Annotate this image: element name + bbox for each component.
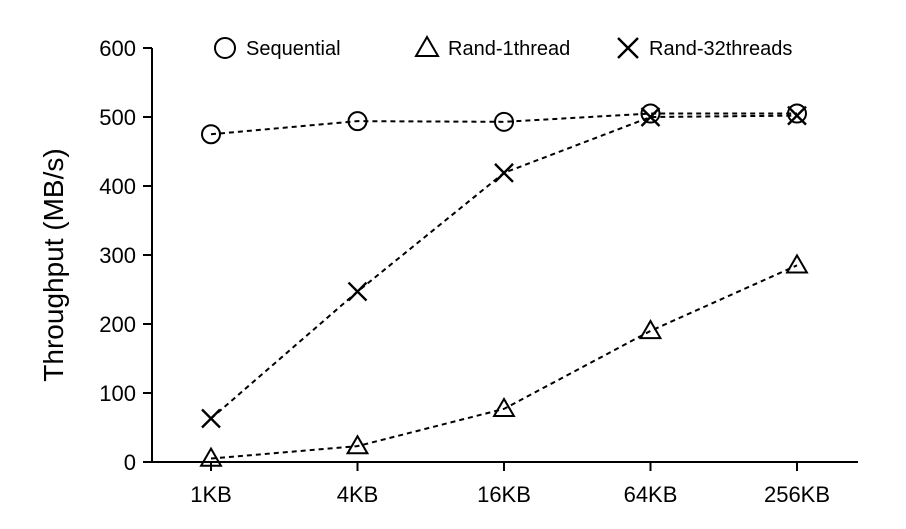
series-layer [199,103,809,467]
legend-marker-rand-32threads [617,37,639,59]
y-tick-label: 600 [99,36,136,61]
y-tick-label: 300 [99,243,136,268]
x-ticks: 1KB 4KB 16KB 64KB 256KB [190,462,830,507]
data-point-rand-1thread [492,396,516,418]
x-tick-label: 4KB [337,482,379,507]
legend: Sequential Rand-1thread Rand-32threads [214,34,792,60]
data-point-sequential [640,103,661,124]
data-point-rand-32threads [201,408,221,429]
data-point-rand-32threads [494,163,514,183]
axes: 0 100 200 300 400 500 600 1KB 4KB 16KB 64KB 256KB [99,36,858,507]
x-tick-label: 16KB [477,482,531,507]
data-point-rand-32threads [347,281,368,302]
series-line-sequential [210,112,797,136]
y-tick-label: 0 [124,450,136,475]
y-tick-label: 100 [99,381,136,406]
data-point-sequential [787,103,807,124]
data-point-rand-1thread [345,434,370,455]
x-tick-label: 256KB [764,482,830,507]
legend-marker-rand-1thread [414,34,440,57]
legend-label-rand-1thread: Rand-1thread [448,38,570,60]
y-ticks: 0 100 200 300 400 500 600 [99,36,152,475]
y-axis-title: Throughput (MB/s) [38,148,69,381]
x-tick-label: 64KB [624,482,678,507]
data-point-rand-1thread [638,318,663,340]
data-point-sequential [494,111,514,132]
series-rand-1thread [199,253,809,467]
data-point-rand-32threads [640,107,661,127]
series-line-rand-32threads [210,114,798,420]
x-tick-label: 1KB [190,482,232,507]
legend-label-sequential: Sequential [246,38,341,60]
series-line-rand-1thread [210,264,798,460]
legend-item-sequential: Sequential [214,37,341,60]
data-point-rand-1thread [785,253,809,274]
y-tick-label: 400 [99,174,136,199]
data-point-sequential [347,111,368,132]
series-sequential [201,103,807,145]
data-point-rand-1thread [199,446,223,467]
data-point-rand-32threads [787,105,807,126]
legend-label-rand-32threads: Rand-32threads [649,38,792,60]
data-point-sequential [201,124,221,145]
y-tick-label: 500 [99,105,136,130]
y-tick-label: 200 [99,312,136,337]
legend-item-rand-32threads: Rand-32threads [617,37,792,60]
series-rand-32threads [201,105,807,429]
legend-item-rand-1thread: Rand-1thread [414,34,570,60]
legend-marker-sequential [214,37,236,59]
